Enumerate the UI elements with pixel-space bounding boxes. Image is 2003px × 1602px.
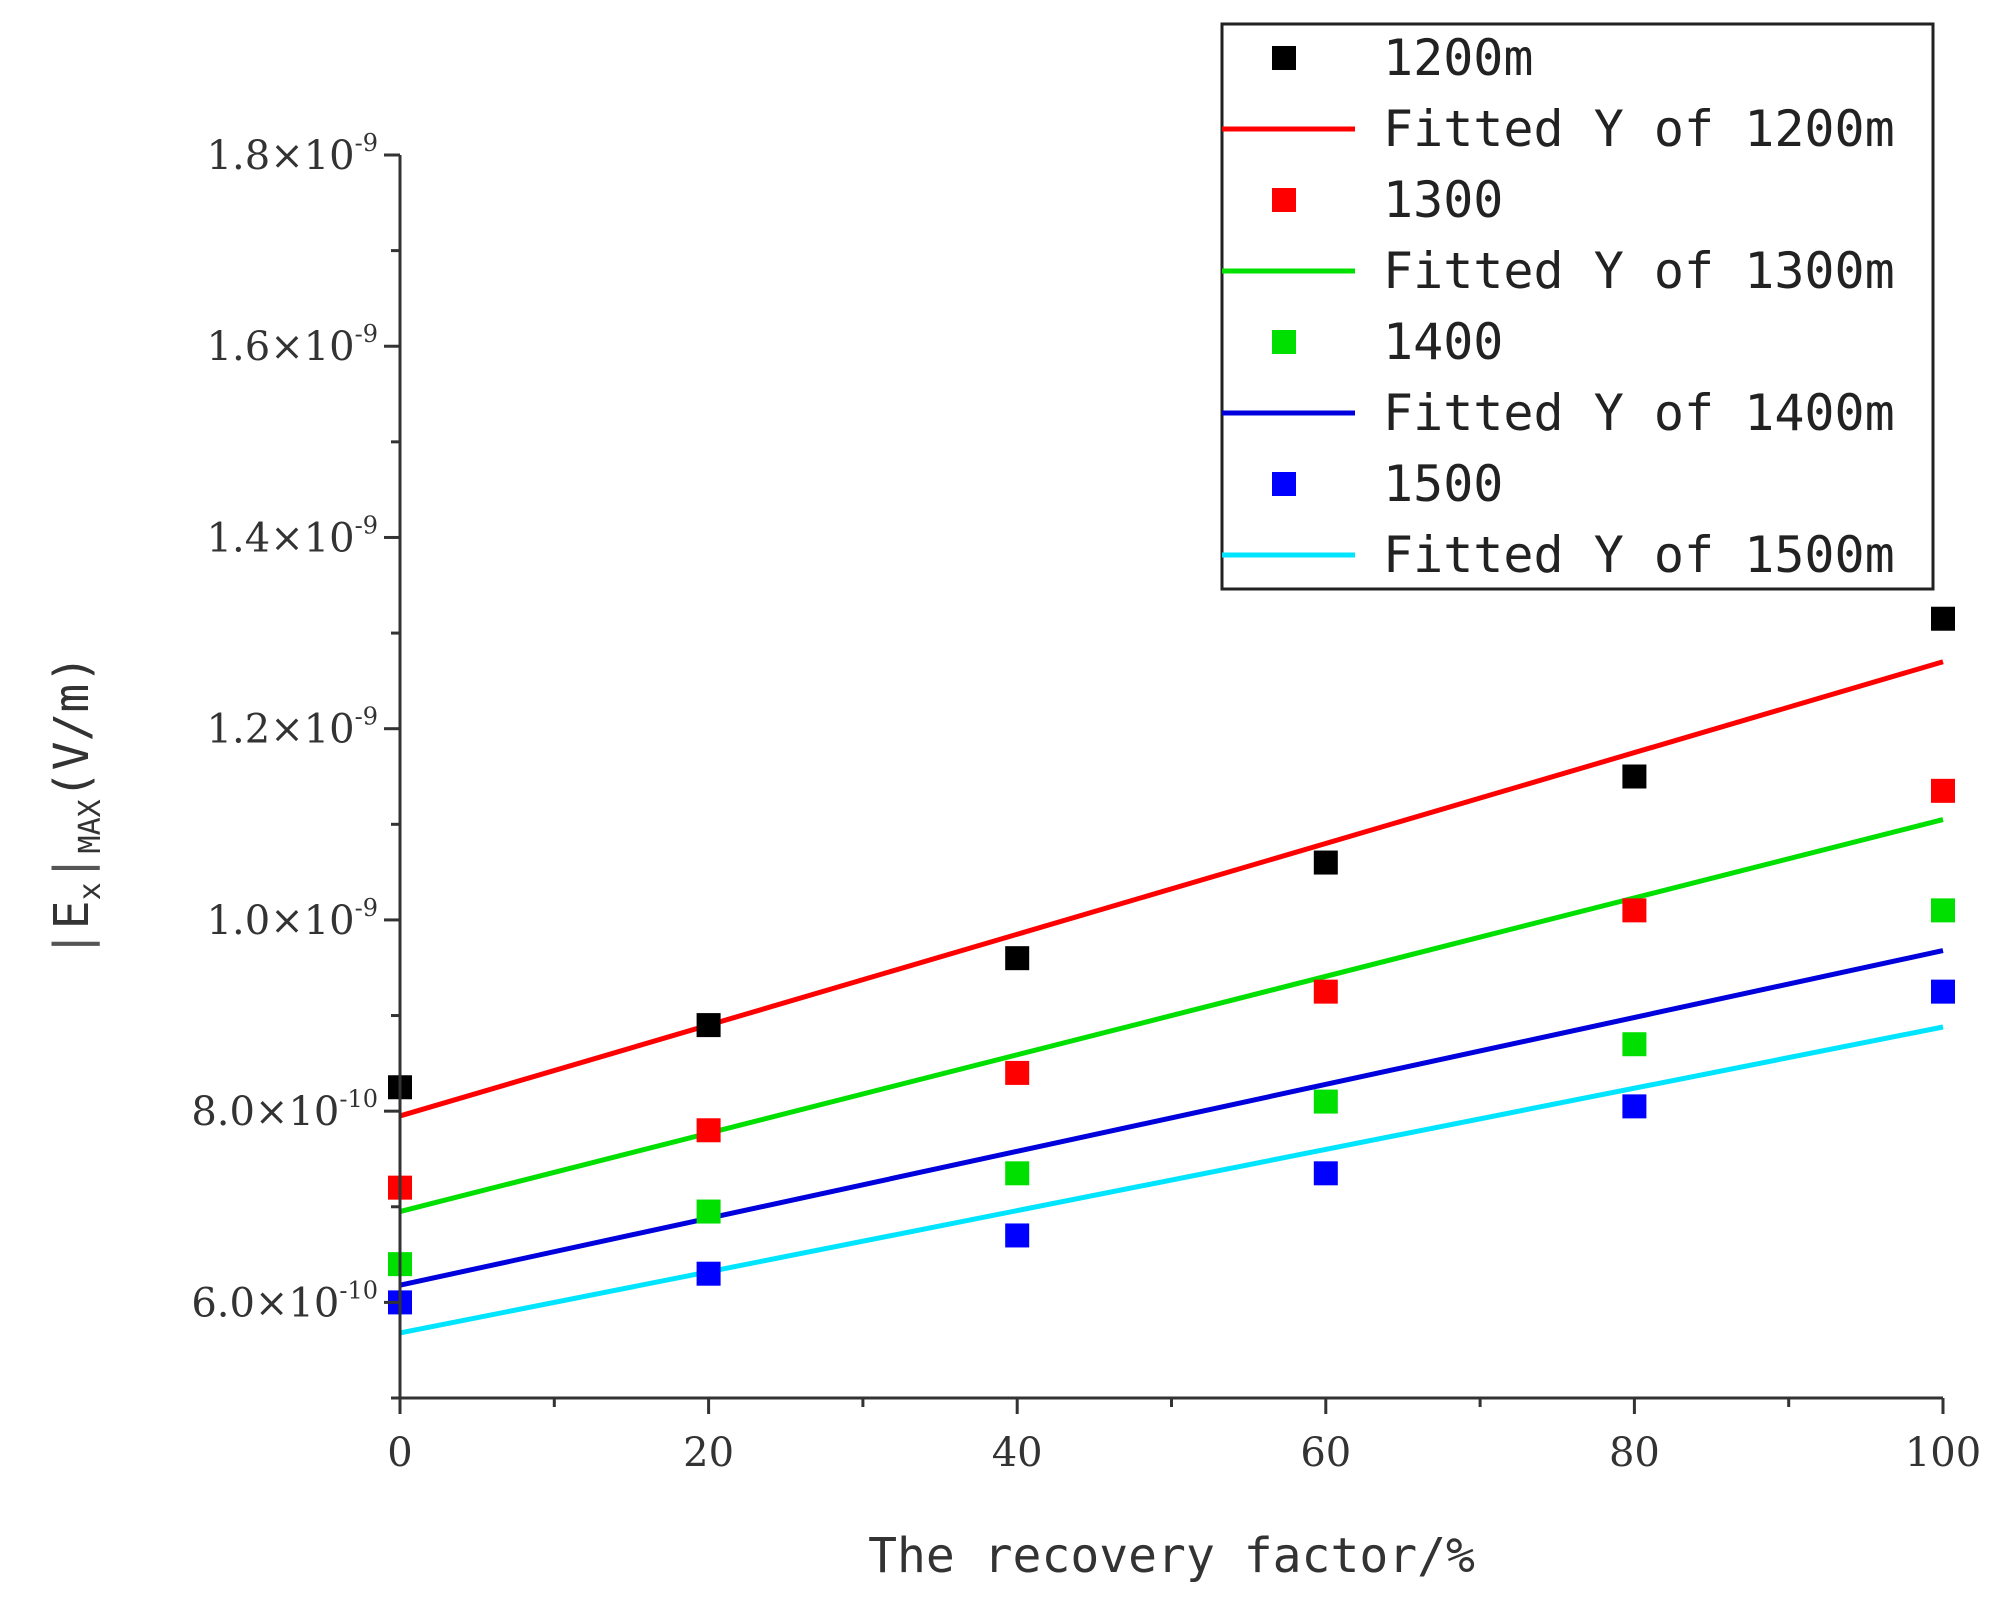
data-point: [1005, 1223, 1030, 1248]
data-point: [696, 1199, 721, 1224]
y-axis-title-sub-x: x: [73, 882, 108, 900]
x-tick-label: 100: [1905, 1430, 1981, 1476]
legend-label: Fitted Y of 1500m: [1383, 526, 1895, 584]
legend-label: 1200m: [1383, 29, 1534, 87]
data-point: [1622, 1094, 1647, 1119]
y-axis-title-bar-left: |: [44, 929, 100, 958]
data-point: [1622, 898, 1647, 923]
x-tick-label: 80: [1609, 1430, 1660, 1476]
data-point: [1005, 1060, 1030, 1085]
y-axis-title-text: |Ex|MAX(V/m): [44, 655, 108, 958]
fit-line: [399, 817, 1944, 1214]
legend-marker: [1272, 46, 1296, 70]
fit-line: [399, 1024, 1944, 1336]
data-points: [388, 606, 1955, 1315]
y-axis-title-bar-right: |: [44, 853, 100, 882]
y-axis-title-sub-max: MAX: [73, 799, 108, 853]
y-tick-label: 1.8×10-9: [207, 129, 378, 179]
data-point: [1622, 1032, 1647, 1057]
y-tick-label: 8.0×10-10: [191, 1085, 378, 1135]
legend-box: [1220, 22, 1935, 591]
legend-label: Fitted Y of 1400m: [1383, 384, 1895, 442]
y-axis-title-unit: (V/m): [44, 655, 100, 800]
legend-marker: [1272, 188, 1296, 212]
x-tick-label: 0: [387, 1430, 412, 1476]
legend-marker: [1272, 472, 1296, 496]
x-axis-title: The recovery factor/%: [868, 1528, 1475, 1584]
legend-label: 1500: [1383, 455, 1503, 513]
legend-label: 1300: [1383, 171, 1503, 229]
legend-label: 1400: [1383, 313, 1503, 371]
data-point: [1313, 1161, 1338, 1186]
fit-lines: [399, 659, 1944, 1336]
x-tick-label: 40: [992, 1430, 1043, 1476]
y-axis-title: |Ex|MAX(V/m): [44, 655, 108, 958]
data-point: [1005, 1161, 1030, 1186]
data-point: [1931, 778, 1955, 803]
y-tick-label: 6.0×10-10: [191, 1276, 378, 1326]
x-axis-ticks: 0 20 40 60 80 100: [387, 1398, 1981, 1476]
legend-marker: [1272, 330, 1296, 354]
data-point: [696, 1013, 721, 1038]
data-point: [1931, 606, 1955, 631]
data-point: [696, 1118, 721, 1143]
data-point: [696, 1261, 721, 1286]
data-point: [1313, 850, 1338, 875]
x-tick-label: 20: [683, 1430, 734, 1476]
legend-label: Fitted Y of 1300m: [1383, 242, 1895, 300]
data-point: [1931, 898, 1955, 923]
data-point: [1005, 946, 1030, 971]
y-tick-label: 1.4×10-9: [207, 511, 378, 561]
data-point: [1931, 979, 1955, 1004]
legend-entries: 1200m Fitted Y of 1200m 1300 Fitted Y of 13…: [1222, 29, 1895, 584]
data-point: [1622, 764, 1647, 789]
x-tick-label: 60: [1300, 1430, 1351, 1476]
data-point: [1313, 1089, 1338, 1114]
legend-label: Fitted Y of 1200m: [1383, 100, 1895, 158]
y-tick-label: 1.6×10-9: [207, 320, 378, 370]
y-tick-label: 1.0×10-9: [207, 894, 378, 944]
fit-line: [399, 948, 1944, 1288]
data-point: [1313, 979, 1338, 1004]
y-axis-title-main: E: [44, 900, 100, 929]
y-tick-label: 1.2×10-9: [207, 703, 378, 753]
legend: 1200m Fitted Y of 1200m 1300 Fitted Y of 13…: [1220, 22, 1935, 591]
y-axis-ticks: 6.0×10-10 8.0×10-10 1.0×10-9 1.2×10-9 1.4×10…: [191, 129, 400, 1400]
fit-line: [399, 659, 1944, 1119]
